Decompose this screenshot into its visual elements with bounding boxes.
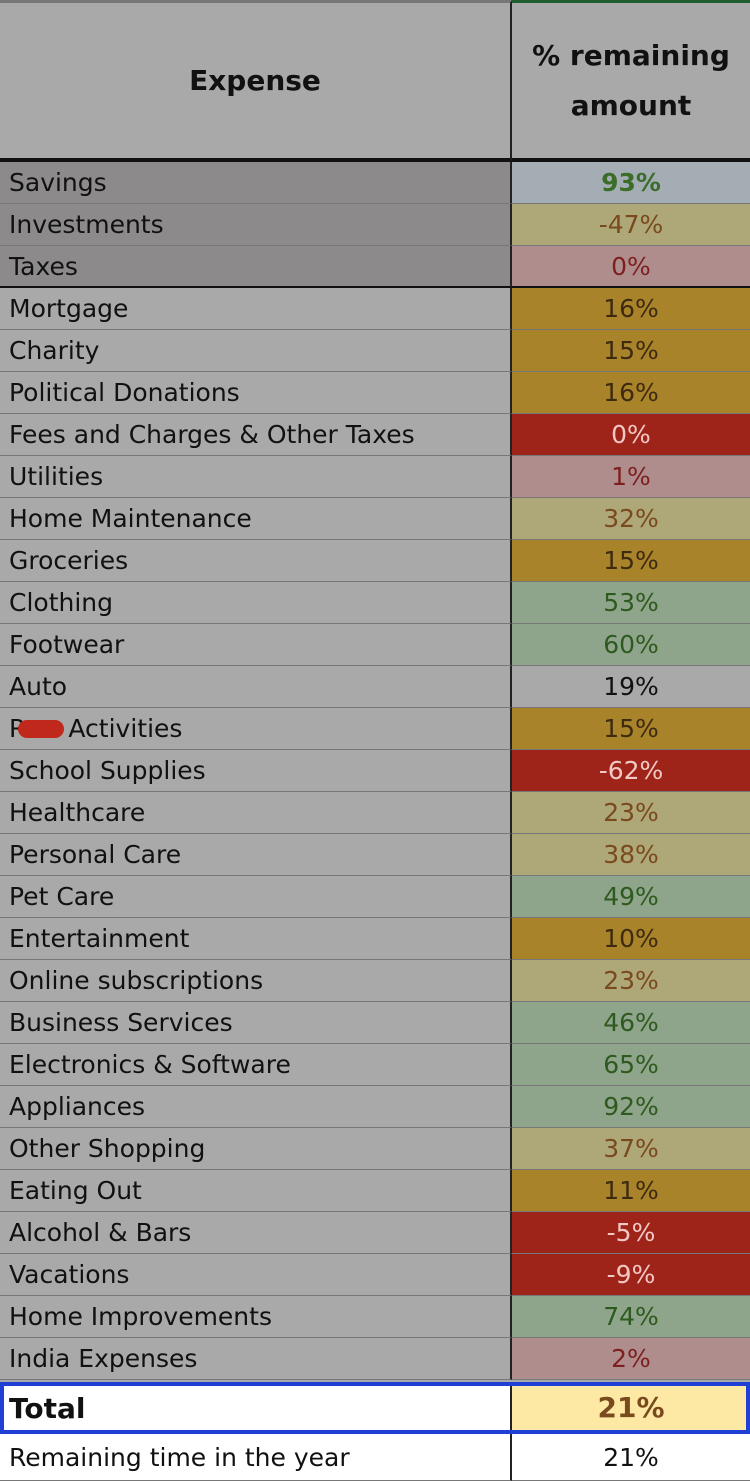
row-label: India Expenses — [0, 1338, 512, 1380]
row-label: Eating Out — [0, 1170, 512, 1212]
total-outline — [0, 1382, 750, 1434]
total-label: Total — [0, 1382, 512, 1434]
header-cell: Expense — [0, 0, 512, 162]
row-label: Home Maintenance — [0, 498, 512, 540]
row-value: -47% — [512, 204, 750, 246]
remaining-value: 21% — [512, 1434, 750, 1481]
row-value: 10% — [512, 918, 750, 960]
row-label: Vacations — [0, 1254, 512, 1296]
row-label: Charity — [0, 330, 512, 372]
row-label: Groceries — [0, 540, 512, 582]
row-value: 0% — [512, 414, 750, 456]
row-value: 53% — [512, 582, 750, 624]
row-label: Clothing — [0, 582, 512, 624]
row-value: 38% — [512, 834, 750, 876]
row-label: Home Improvements — [0, 1296, 512, 1338]
row-label: Business Services — [0, 1002, 512, 1044]
row-label: School Supplies — [0, 750, 512, 792]
row-value: 2% — [512, 1338, 750, 1380]
row-value: 60% — [512, 624, 750, 666]
row-value: 23% — [512, 792, 750, 834]
row-value: 92% — [512, 1086, 750, 1128]
row-value: 0% — [512, 246, 750, 288]
row-value: 74% — [512, 1296, 750, 1338]
row-label: Utilities — [0, 456, 512, 498]
row-label: Savings — [0, 162, 512, 204]
row-label: RActivities — [0, 708, 512, 750]
row-value: 37% — [512, 1128, 750, 1170]
row-value: 49% — [512, 876, 750, 918]
row-label: Pet Care — [0, 876, 512, 918]
row-label: Personal Care — [0, 834, 512, 876]
redaction — [18, 719, 65, 738]
row-value: 16% — [512, 288, 750, 330]
row-value: 23% — [512, 960, 750, 1002]
row-label: Footwear — [0, 624, 512, 666]
row-label: Alcohol & Bars — [0, 1212, 512, 1254]
row-label: Online subscriptions — [0, 960, 512, 1002]
row-value: 19% — [512, 666, 750, 708]
row-label: Appliances — [0, 1086, 512, 1128]
row-value: 16% — [512, 372, 750, 414]
label-part: Activities — [68, 714, 183, 743]
remaining-label: Remaining time in the year — [0, 1434, 512, 1481]
row-value: -62% — [512, 750, 750, 792]
row-label: Electronics & Software — [0, 1044, 512, 1086]
row-label: Investments — [0, 204, 512, 246]
row-label: Taxes — [0, 246, 512, 288]
row-value: 32% — [512, 498, 750, 540]
row-value: 11% — [512, 1170, 750, 1212]
row-value: 1% — [512, 456, 750, 498]
row-label: Political Donations — [0, 372, 512, 414]
header-cell: % remaining amount — [512, 0, 750, 162]
row-value: 15% — [512, 708, 750, 750]
row-value: 93% — [512, 162, 750, 204]
row-label: Fees and Charges & Other Taxes — [0, 414, 512, 456]
row-value: -5% — [512, 1212, 750, 1254]
row-label: Mortgage — [0, 288, 512, 330]
row-value: 15% — [512, 540, 750, 582]
row-value: 15% — [512, 330, 750, 372]
row-label: Healthcare — [0, 792, 512, 834]
row-value: 65% — [512, 1044, 750, 1086]
row-label: Other Shopping — [0, 1128, 512, 1170]
row-value: -9% — [512, 1254, 750, 1296]
row-value: 46% — [512, 1002, 750, 1044]
row-label: Auto — [0, 666, 512, 708]
row-label: Entertainment — [0, 918, 512, 960]
